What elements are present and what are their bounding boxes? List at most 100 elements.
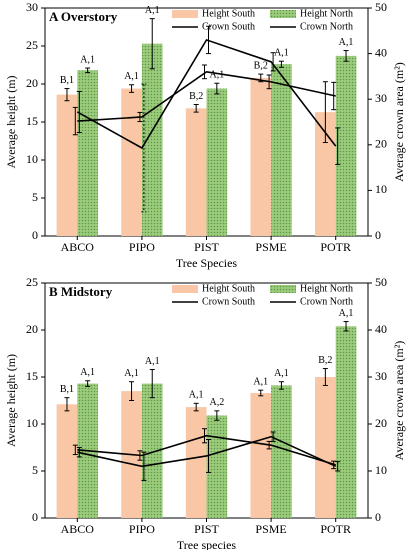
line-error <box>206 439 211 473</box>
bar <box>315 112 336 236</box>
y2-tick-label: 50 <box>375 275 387 289</box>
y-tick-label: 25 <box>26 38 38 52</box>
y2-tick-label: 10 <box>375 182 387 196</box>
crown-line <box>77 71 336 122</box>
bar <box>335 55 357 236</box>
bar-label: A,1 <box>339 308 354 319</box>
line-error <box>202 428 207 444</box>
bar-label: A,1 <box>80 54 95 65</box>
y-axis-label: Average height (m) <box>4 75 18 168</box>
bar <box>250 77 272 236</box>
y-tick-label: 20 <box>26 322 38 336</box>
x-axis-label: Tree species <box>177 538 237 550</box>
y2-tick-label: 0 <box>375 228 381 242</box>
bar <box>315 377 336 518</box>
y2-axis-label: Average crown area (m²) <box>392 341 406 461</box>
y-tick-label: 15 <box>26 114 38 128</box>
y-tick-label: 20 <box>26 76 38 90</box>
y-tick-label: 25 <box>26 275 38 289</box>
bar-label: A,1 <box>274 368 289 379</box>
bar <box>56 94 78 236</box>
bar-label: A,1 <box>189 390 204 401</box>
bar <box>141 43 163 236</box>
x-axis-label: Tree Species <box>176 256 238 270</box>
x-tick-label: ABCO <box>61 240 95 254</box>
bar-error <box>258 389 264 397</box>
bar <box>77 70 98 236</box>
line-error <box>335 127 341 165</box>
x-tick-label: PIPO <box>129 522 155 536</box>
line-error <box>76 90 82 133</box>
bar-label: A,1 <box>145 5 160 16</box>
y2-tick-label: 0 <box>375 510 381 524</box>
bar-error <box>64 88 70 102</box>
bar <box>271 64 292 237</box>
legend-label: Crown South <box>202 296 255 307</box>
line-error <box>72 444 78 456</box>
bar <box>250 392 272 518</box>
y2-tick-label: 20 <box>375 137 387 151</box>
bar-error <box>343 321 349 332</box>
x-tick-label: PSME <box>255 240 286 254</box>
legend-label: Height North <box>300 8 353 19</box>
bar-error <box>149 18 155 70</box>
bar-error <box>85 380 91 387</box>
panel-title: B Midstory <box>49 284 113 299</box>
x-tick-label: ABCO <box>61 522 95 536</box>
bar-error <box>278 60 284 68</box>
bar <box>206 88 228 236</box>
legend-label: Crown South <box>202 21 255 32</box>
y-tick-label: 10 <box>26 152 38 166</box>
y2-tick-label: 40 <box>375 45 387 59</box>
line-error <box>202 64 207 80</box>
legend-label: Crown North <box>300 21 353 32</box>
line-error <box>206 25 211 55</box>
y-axis-label: Average height (m) <box>4 354 18 447</box>
bar-label: A,1 <box>209 70 224 81</box>
y-tick-label: 15 <box>26 369 38 383</box>
legend-label: Height North <box>300 283 353 294</box>
bar-label: A,1 <box>274 47 289 58</box>
legend-label: Height South <box>202 8 255 19</box>
y2-axis-label: Average crown area (m²) <box>392 62 406 182</box>
bar <box>185 108 207 236</box>
bar-error <box>322 368 328 386</box>
y2-tick-label: 20 <box>375 416 387 430</box>
y-tick-label: 10 <box>26 416 38 430</box>
y2-tick-label: 30 <box>375 369 387 383</box>
x-tick-label: POTR <box>320 240 351 254</box>
line-error <box>335 461 341 472</box>
x-tick-label: PSME <box>255 522 286 536</box>
x-tick-label: PIST <box>194 522 219 536</box>
bar-label: A,1 <box>124 368 139 379</box>
bar <box>141 383 163 518</box>
x-tick-label: PIPO <box>129 240 155 254</box>
bar-label: B,2 <box>189 91 203 102</box>
bar-error <box>149 368 155 399</box>
legend-swatch <box>172 10 198 18</box>
line-error <box>270 431 276 442</box>
line-error <box>72 106 78 136</box>
bar-error <box>129 84 135 93</box>
x-tick-label: PIST <box>194 240 219 254</box>
line-error <box>270 52 276 72</box>
bar-error <box>64 397 70 412</box>
line-error <box>141 83 147 213</box>
crown-line <box>77 434 336 466</box>
bar-error <box>343 50 349 62</box>
bar <box>56 404 78 518</box>
y-tick-label: 30 <box>26 0 38 14</box>
bar-label: A,1 <box>80 367 95 378</box>
bar-label: A,1 <box>124 71 139 82</box>
bar <box>121 88 142 236</box>
bar <box>271 385 292 518</box>
bar-label: A,1 <box>339 37 354 48</box>
bar-error <box>278 381 284 390</box>
line-error <box>141 451 147 481</box>
bar-label: B,2 <box>318 355 332 366</box>
legend-label: Crown North <box>300 296 353 307</box>
bar-error <box>214 410 220 421</box>
bar-label: B,2 <box>254 60 268 71</box>
bar-error <box>85 67 91 74</box>
